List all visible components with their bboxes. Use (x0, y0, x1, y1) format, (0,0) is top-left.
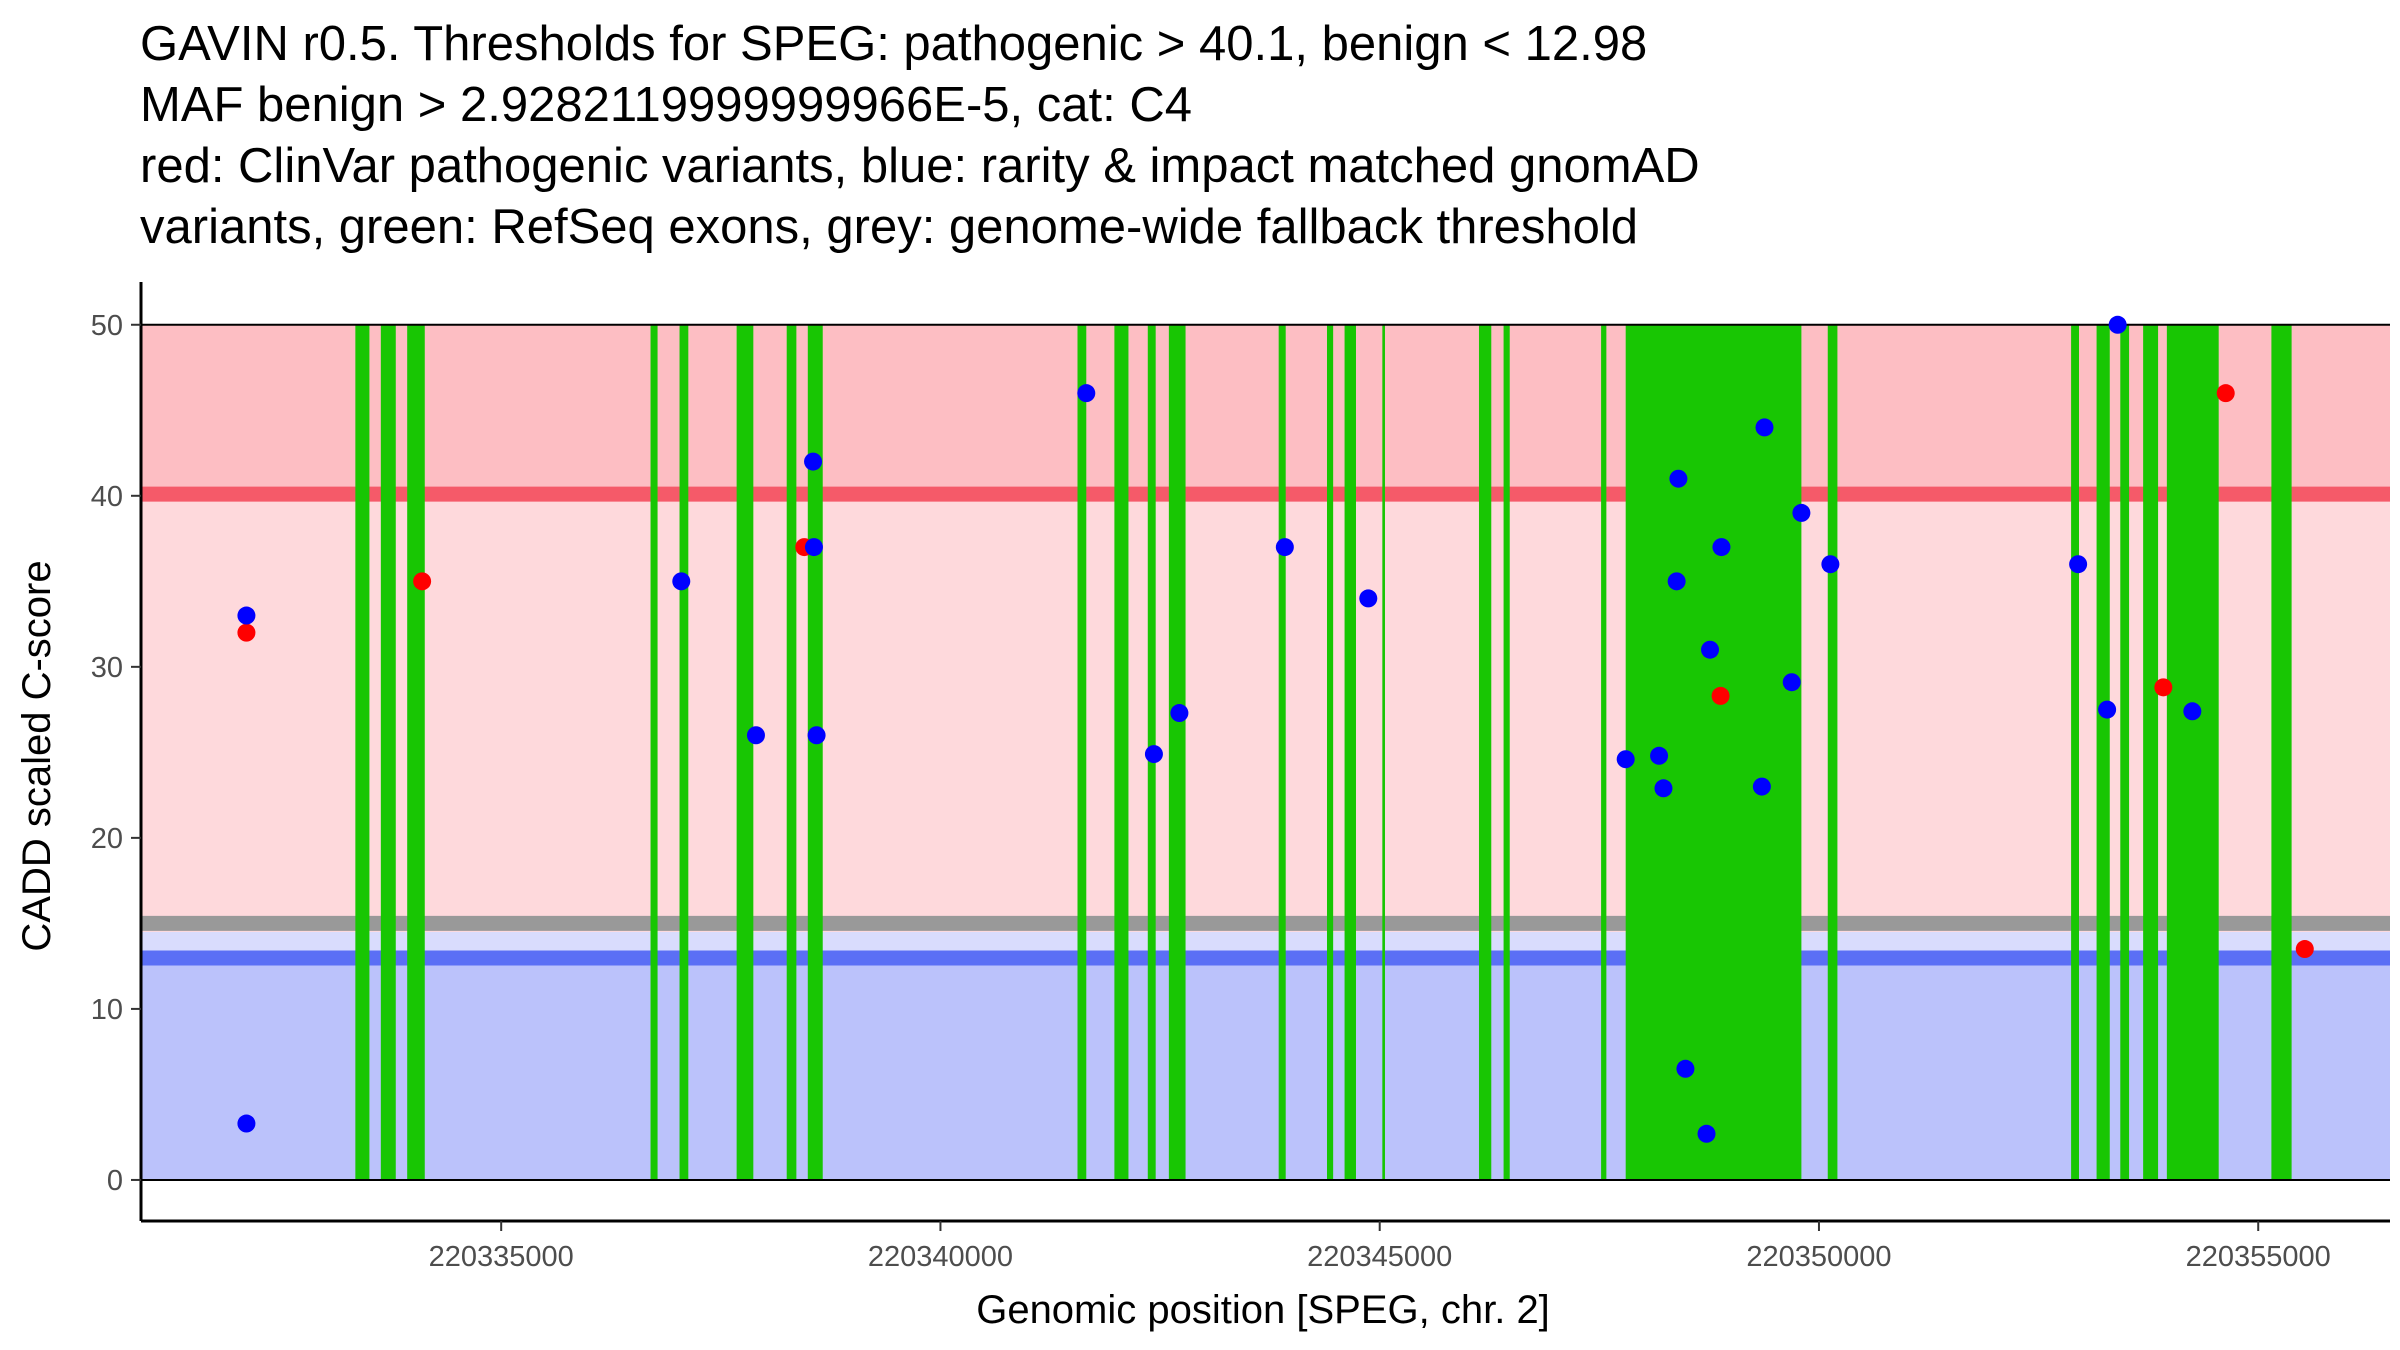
gnomad-point-26 (1821, 555, 1840, 574)
gnomad-point-12 (1359, 589, 1378, 608)
gnomad-point-29 (2108, 315, 2127, 334)
title-line-2: MAF benign > 2.9282119999999966E-5, cat:… (140, 78, 1192, 132)
gnomad-point-3 (672, 572, 691, 591)
gnomad-point-28 (2098, 700, 2117, 719)
exon-bar-16 (1382, 324, 1385, 1180)
plot-frame (141, 323, 2390, 1181)
exon-bar-18 (1503, 324, 1510, 1180)
gnomad-point-5 (804, 452, 823, 471)
x-tick-label: 220345000 (1307, 1241, 1452, 1273)
clinvar-point-7 (2295, 940, 2314, 959)
gnomad-point-1 (237, 606, 256, 625)
gnomad-point-6 (804, 538, 823, 557)
y-tick-label: 20 (91, 823, 123, 855)
pathogenic-zone-band (141, 324, 2390, 495)
gnomad-point-19 (1697, 1124, 1716, 1143)
exon-bar-7 (786, 324, 797, 1180)
clinvar-point-6 (2216, 384, 2235, 403)
gnomad-point-7 (807, 726, 826, 745)
exon-bar-22 (2071, 324, 2080, 1180)
x-tick-label: 220335000 (429, 1241, 574, 1273)
y-tick-label: 30 (91, 652, 123, 684)
x-axis-title: Genomic position [SPEG, chr. 2] (976, 1288, 1550, 1332)
y-tick-label: 40 (91, 481, 123, 513)
gnomad-point-25 (1792, 503, 1811, 522)
x-tick-label: 220350000 (1746, 1241, 1891, 1273)
x-tick-label: 220340000 (868, 1241, 1013, 1273)
gnomad-point-17 (1669, 469, 1688, 488)
exon-bar-25 (2143, 324, 2159, 1180)
title-line-4: variants, green: RefSeq exons, grey: gen… (140, 200, 1639, 254)
x-tick-label: 220355000 (2186, 1241, 2331, 1273)
title-line-3: red: ClinVar pathogenic variants, blue: … (140, 139, 1700, 193)
gnomad-point-23 (1755, 418, 1774, 437)
exon-bar-4 (650, 324, 658, 1180)
exon-bar-10 (1114, 324, 1129, 1180)
exon-bar-23 (2096, 324, 2110, 1180)
exon-bar-3 (407, 324, 425, 1180)
gnomad-point-27 (2069, 555, 2088, 574)
exon-bar-6 (736, 324, 754, 1180)
exon-bar-5 (679, 324, 689, 1180)
gnomad-point-2 (237, 1114, 256, 1133)
y-axis-title: CADD scaled C-score (15, 560, 59, 951)
gnomad-point-13 (1616, 750, 1635, 769)
exon-bars (355, 324, 2292, 1180)
exon-bar-24 (2120, 324, 2130, 1180)
intermediate-zone-band (141, 494, 2390, 932)
exon-bar-19 (1601, 324, 1607, 1180)
exon-bar-9 (1077, 324, 1087, 1180)
exon-bar-14 (1326, 324, 1334, 1180)
exon-bar-12 (1168, 324, 1186, 1180)
gnomad-point-30 (2183, 702, 2202, 721)
title-line-1: GAVIN r0.5. Thresholds for SPEG: pathoge… (140, 17, 1648, 71)
exon-bar-2 (380, 324, 396, 1180)
gnomad-point-15 (1654, 779, 1673, 798)
data-points (237, 315, 2314, 1143)
y-tick-label: 50 (91, 310, 123, 342)
exon-bar-26 (2166, 324, 2219, 1180)
gnomad-point-20 (1701, 640, 1720, 659)
clinvar-point-1 (237, 623, 256, 642)
gnomad-point-4 (746, 726, 765, 745)
clinvar-point-4 (1711, 686, 1730, 705)
gnomad-point-22 (1752, 777, 1771, 796)
gnomad-point-9 (1144, 745, 1163, 764)
gnomad-point-14 (1650, 746, 1669, 765)
exon-bar-21 (1827, 324, 1838, 1180)
clinvar-point-2 (413, 572, 432, 591)
gnomad-point-21 (1712, 538, 1731, 557)
axes: 0 10 20 30 40 50 220335000 220340000 220345000 22… (91, 282, 2390, 1273)
gnomad-point-16 (1667, 572, 1686, 591)
exon-bar-27 (2271, 324, 2292, 1180)
y-tick-label: 10 (91, 994, 123, 1026)
threshold-lines (141, 486, 2390, 966)
threshold-bands (141, 324, 2390, 1180)
exon-bar-1 (355, 324, 370, 1180)
chart-title: GAVIN r0.5. Thresholds for SPEG: pathoge… (140, 14, 2340, 258)
exon-bar-13 (1278, 324, 1286, 1180)
exon-bar-17 (1478, 324, 1492, 1180)
gnomad-point-10 (1170, 704, 1189, 723)
gnomad-point-18 (1676, 1059, 1695, 1078)
gnomad-point-24 (1782, 673, 1801, 692)
gnomad-point-11 (1275, 538, 1294, 557)
benign-zone-band (141, 957, 2390, 1180)
gnomad-point-8 (1077, 384, 1096, 403)
y-tick-label: 0 (107, 1165, 123, 1197)
exon-bar-15 (1344, 324, 1356, 1180)
clinvar-point-5 (2154, 678, 2173, 697)
